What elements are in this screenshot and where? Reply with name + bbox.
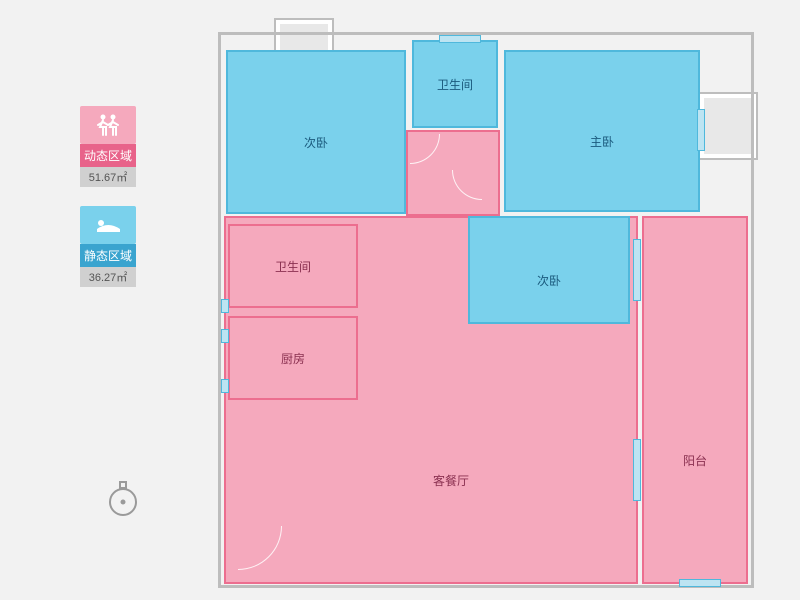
room-second_bed_left: 次卧 bbox=[226, 50, 406, 214]
room-label-second_bed_right: 次卧 bbox=[537, 272, 561, 289]
room-label-second_bed_left: 次卧 bbox=[304, 134, 328, 151]
window-5 bbox=[222, 330, 228, 342]
room-label-living: 客餐厅 bbox=[433, 472, 469, 489]
legend-dynamic: 动态区域 51.67㎡ bbox=[80, 106, 136, 187]
window-3 bbox=[634, 440, 640, 500]
running-people-icon bbox=[94, 113, 122, 137]
window-0 bbox=[440, 36, 480, 42]
room-bathroom_left: 卫生间 bbox=[228, 224, 358, 308]
legend-static-tile bbox=[80, 206, 136, 244]
window-1 bbox=[698, 110, 704, 150]
room-balcony: 阳台 bbox=[642, 216, 748, 584]
window-7 bbox=[680, 580, 720, 586]
room-label-bathroom_left: 卫生间 bbox=[275, 258, 311, 275]
window-2 bbox=[634, 240, 640, 300]
compass-icon bbox=[106, 480, 140, 514]
legend-static-label: 静态区域 bbox=[80, 244, 136, 267]
room-master_bed: 主卧 bbox=[504, 50, 700, 212]
legend-dynamic-tile bbox=[80, 106, 136, 144]
legend-dynamic-value: 51.67㎡ bbox=[80, 167, 136, 187]
room-label-balcony: 阳台 bbox=[683, 452, 707, 469]
legend-static: 静态区域 36.27㎡ bbox=[80, 206, 136, 287]
sleeping-person-icon bbox=[94, 215, 122, 235]
window-4 bbox=[222, 300, 228, 312]
room-second_bed_right: 次卧 bbox=[468, 216, 630, 324]
legend-static-value: 36.27㎡ bbox=[80, 267, 136, 287]
room-label-bathroom_top: 卫生间 bbox=[437, 76, 473, 93]
room-label-master_bed: 主卧 bbox=[590, 133, 614, 150]
room-label-kitchen: 厨房 bbox=[281, 350, 305, 367]
legend-dynamic-label: 动态区域 bbox=[80, 144, 136, 167]
room-bathroom_top: 卫生间 bbox=[412, 40, 498, 128]
room-kitchen: 厨房 bbox=[228, 316, 358, 400]
window-6 bbox=[222, 380, 228, 392]
